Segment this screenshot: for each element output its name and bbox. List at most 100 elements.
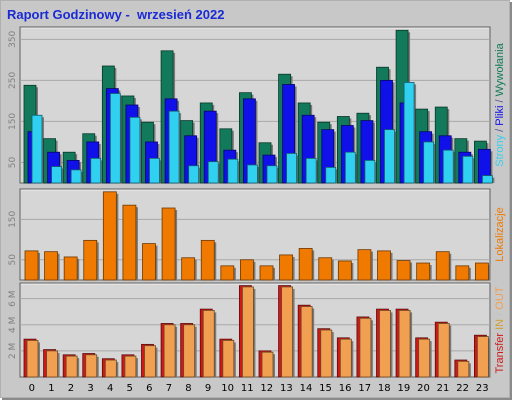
sites-bar — [396, 260, 411, 281]
legend-label-0: Strony / Pliki / Wywołania — [494, 42, 506, 166]
transfer-out-bar — [320, 329, 333, 378]
pages-bar — [442, 149, 454, 184]
sites-bar — [200, 239, 215, 281]
x-tick-label: 7 — [166, 383, 172, 394]
transfer-out-bar — [261, 351, 274, 378]
pages-bar — [70, 169, 82, 184]
x-tick-label: 21 — [437, 383, 450, 394]
sites-bar — [377, 250, 391, 281]
legend-part: IN — [494, 319, 506, 333]
legend-part: Pliki — [494, 106, 506, 126]
pages-bar — [188, 165, 200, 184]
x-tick-label: 16 — [339, 383, 352, 394]
pages-bar — [482, 175, 493, 184]
sites-bar — [161, 207, 176, 281]
pages-bar — [168, 110, 180, 184]
x-tick-label: 11 — [241, 383, 254, 394]
legend-part: Strony — [494, 134, 506, 166]
sites-bar — [475, 262, 489, 281]
x-tick-label: 19 — [398, 383, 411, 394]
pages-bar — [325, 166, 337, 184]
transfer-out-bar — [65, 355, 78, 378]
pages-bar — [344, 151, 356, 184]
pages-bar — [149, 157, 160, 184]
pages-bar — [305, 157, 317, 184]
sites-bar — [357, 249, 372, 281]
y-tick-label: 4 M — [8, 317, 18, 333]
legend-part: Wywołania — [494, 42, 506, 96]
x-tick-label: 17 — [358, 383, 371, 394]
sites-bar — [298, 248, 313, 281]
transfer-out-bar — [418, 338, 431, 378]
sites-bar — [63, 256, 78, 281]
transfer-out-bar — [437, 323, 450, 378]
pages-bar — [462, 155, 474, 184]
y-tick-label: 150 — [8, 113, 18, 130]
x-tick-label: 4 — [107, 383, 113, 394]
transfer-out-bar — [26, 340, 39, 378]
transfer-out-bar — [398, 310, 411, 378]
transfer-out-bar — [124, 355, 137, 378]
y-tick-label: 50 — [8, 254, 18, 266]
x-tick-label: 13 — [280, 383, 293, 394]
sites-bar — [337, 260, 352, 281]
sites-bar — [279, 254, 293, 281]
x-tick-label: 6 — [146, 383, 152, 394]
sites-bar — [318, 257, 333, 281]
sites-bar — [181, 257, 196, 281]
pages-bar — [129, 116, 141, 184]
sites-bar — [416, 262, 431, 281]
y-tick-label: 50 — [8, 156, 18, 168]
x-tick-label: 9 — [205, 383, 211, 394]
transfer-out-bar — [46, 350, 58, 378]
x-tick-label: 12 — [260, 383, 273, 394]
legend-part: / — [494, 96, 506, 105]
pages-bar — [286, 153, 297, 184]
y-tick-label: 250 — [8, 72, 18, 89]
sites-bar — [240, 259, 254, 281]
sites-bar — [24, 250, 39, 281]
sites-bar — [122, 204, 137, 281]
transfer-out-bar — [183, 324, 196, 378]
transfer-out-bar — [144, 345, 156, 378]
pages-bar — [403, 82, 415, 184]
legend-part: / — [494, 310, 506, 319]
transfer-out-bar — [339, 338, 352, 378]
pages-bar — [227, 158, 239, 184]
pages-bar — [51, 166, 62, 184]
transfer-out-bar — [242, 286, 254, 378]
x-tick-label: 18 — [378, 383, 391, 394]
transfer-out-bar — [477, 336, 489, 378]
legend-part: Lokalizacje — [494, 207, 506, 261]
pages-bar — [247, 164, 258, 184]
x-tick-label: 15 — [319, 383, 332, 394]
x-tick-label: 20 — [417, 383, 430, 394]
transfer-out-bar — [202, 310, 215, 378]
legend-label-1: Lokalizacje — [494, 207, 506, 261]
x-tick-label: 8 — [185, 383, 191, 394]
y-tick-label: 6 M — [8, 290, 18, 306]
y-tick-label: 150 — [8, 210, 18, 227]
pages-bar — [384, 129, 395, 184]
legend-part: OUT — [494, 286, 506, 310]
sites-bar — [83, 239, 98, 281]
sites-bar — [435, 251, 450, 281]
transfer-out-bar — [85, 354, 98, 378]
pages-bar — [207, 161, 219, 184]
transfer-out-bar — [379, 310, 391, 378]
sites-bar — [44, 251, 58, 281]
transfer-out-bar — [222, 340, 235, 378]
x-tick-label: 23 — [476, 383, 489, 394]
pages-bar — [266, 165, 278, 184]
x-tick-label: 0 — [29, 383, 35, 394]
transfer-out-bar — [359, 317, 372, 378]
x-tick-label: 10 — [221, 383, 234, 394]
x-tick-label: 14 — [300, 383, 313, 394]
sites-bar — [455, 265, 470, 281]
legend-label-2: Transfer IN / OUT — [494, 286, 506, 373]
pages-bar — [109, 93, 121, 184]
x-tick-label: 3 — [87, 383, 93, 394]
page-title: Raport Godzinowy - wrzesień 2022 — [7, 7, 225, 22]
pages-bar — [31, 114, 43, 184]
